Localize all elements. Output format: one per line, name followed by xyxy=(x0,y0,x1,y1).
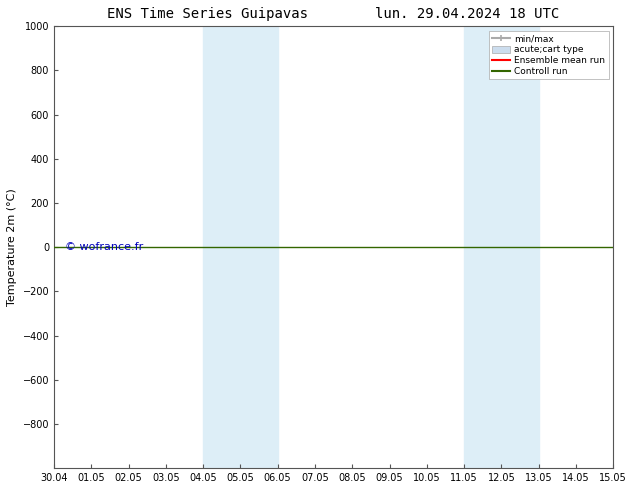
Bar xyxy=(203,26,240,468)
Y-axis label: Temperature 2m (°C): Temperature 2m (°C) xyxy=(7,188,17,306)
Text: © wofrance.fr: © wofrance.fr xyxy=(65,242,143,252)
Bar xyxy=(501,26,539,468)
Title: ENS Time Series Guipavas        lun. 29.04.2024 18 UTC: ENS Time Series Guipavas lun. 29.04.2024… xyxy=(107,7,560,21)
Legend: min/max, acute;cart type, Ensemble mean run, Controll run: min/max, acute;cart type, Ensemble mean … xyxy=(489,31,609,79)
Bar xyxy=(240,26,278,468)
Bar xyxy=(464,26,501,468)
